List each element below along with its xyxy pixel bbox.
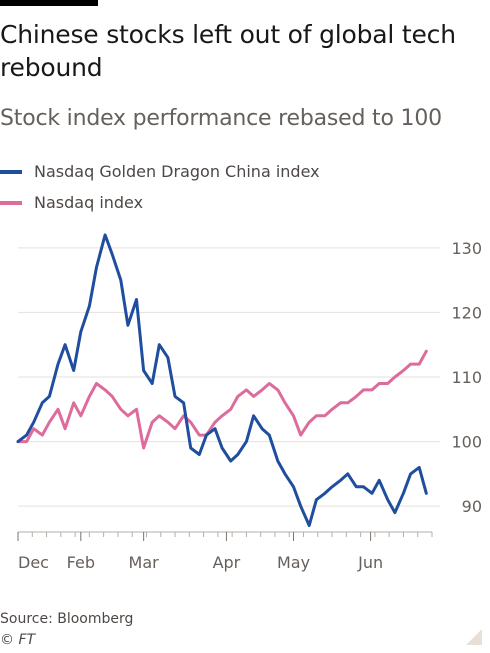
x-tick-label: May <box>277 553 310 572</box>
x-tick-label: Apr <box>213 553 241 572</box>
y-tick-label: 130 <box>451 239 482 258</box>
y-tick-label: 120 <box>451 303 482 322</box>
y-tick-label: 90 <box>462 497 482 516</box>
y-tick-label: 110 <box>451 368 482 387</box>
chart-title: Chinese stocks left out of global tech r… <box>0 20 456 82</box>
x-tick-label: Dec <box>18 553 49 572</box>
x-tick-label: Jun <box>357 553 383 572</box>
series-line-china <box>16 233 428 527</box>
chart-source: Source: Bloomberg <box>0 611 134 627</box>
x-tick-label: Mar <box>129 553 160 572</box>
x-tick-label: Feb <box>67 553 95 572</box>
legend-label-china: Nasdaq Golden Dragon China index <box>34 162 320 181</box>
corner-fold-icon <box>466 629 482 645</box>
chart-plot: 90 100 110 120 130 Dec Feb Mar Apr May Jun <box>16 233 482 572</box>
legend-item-nasdaq: Nasdaq index <box>0 187 320 218</box>
ft-top-bar <box>0 0 98 6</box>
chart-subtitle: Stock index performance rebased to 100 <box>0 106 442 131</box>
legend-item-china: Nasdaq Golden Dragon China index <box>0 156 320 187</box>
series-line-nasdaq <box>16 349 428 450</box>
legend-swatch-nasdaq <box>0 200 22 205</box>
chart-legend: Nasdaq Golden Dragon China index Nasdaq … <box>0 156 320 218</box>
chart-copyright: © FT <box>0 632 36 648</box>
legend-swatch-china <box>0 169 22 174</box>
legend-label-nasdaq: Nasdaq index <box>34 193 144 212</box>
y-tick-label: 100 <box>451 433 482 452</box>
